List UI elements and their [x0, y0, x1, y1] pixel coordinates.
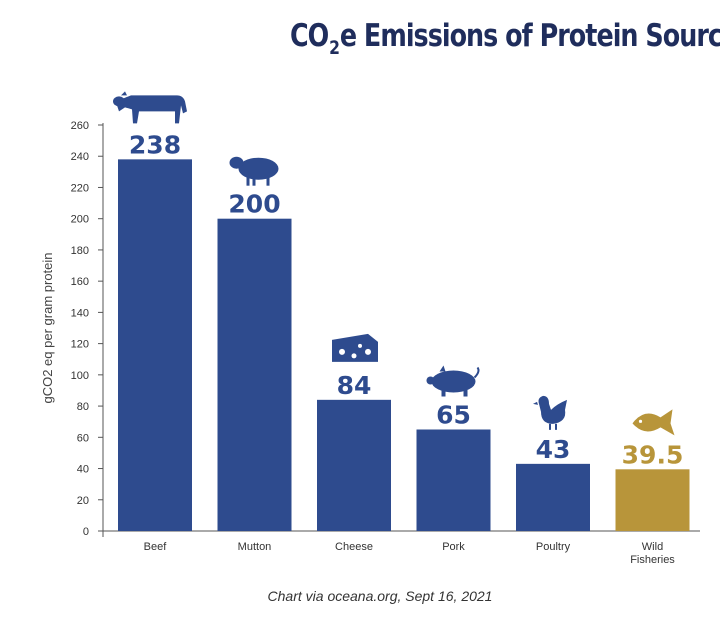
x-tick-label: Cheese — [335, 541, 373, 553]
pig-icon — [426, 365, 480, 397]
bar-pork — [416, 429, 491, 531]
y-axis-label: gCO2 eq per gram protein — [40, 252, 55, 403]
chart-title: CO2e Emissions of Protein Sources — [290, 18, 720, 59]
y-tick-label: 60 — [77, 432, 89, 444]
y-tick-label: 220 — [71, 182, 89, 194]
bar-wild-fisheries — [615, 469, 690, 531]
sheep-icon — [229, 156, 279, 186]
y-tick-label: 40 — [77, 464, 89, 476]
chicken-icon — [533, 395, 567, 430]
y-tick-label: 160 — [71, 276, 89, 288]
cow-icon — [113, 91, 187, 124]
y-tick-label: 20 — [77, 495, 89, 507]
y-tick-label: 240 — [71, 151, 89, 163]
x-tick-label: Fisheries — [630, 554, 675, 566]
bar-value-label: 200 — [228, 190, 280, 219]
bar-value-label: 65 — [436, 401, 471, 430]
y-tick-label: 100 — [71, 370, 89, 382]
x-tick-label: Pork — [442, 541, 465, 553]
bar-value-label: 39.5 — [622, 440, 684, 469]
chart-credit: Chart via oceana.org, Sept 16, 2021 — [267, 588, 493, 604]
y-tick-label: 0 — [83, 526, 89, 538]
bar-cheese — [317, 399, 391, 531]
x-tick-label: Wild — [642, 541, 663, 553]
y-tick-label: 80 — [77, 401, 89, 413]
bar-poultry — [516, 463, 590, 531]
y-tick-label: 140 — [71, 307, 89, 319]
bar-value-label: 43 — [536, 435, 571, 464]
bar-beef — [118, 159, 192, 531]
y-tick-label: 200 — [71, 214, 89, 226]
bar-value-label: 84 — [337, 371, 372, 400]
cheese-icon — [332, 333, 378, 362]
x-tick-label: Poultry — [536, 541, 571, 553]
x-tick-label: Beef — [144, 541, 168, 553]
y-tick-label: 260 — [71, 120, 89, 132]
bar-mutton — [217, 218, 292, 531]
bar-value-label: 238 — [129, 130, 181, 159]
y-tick-label: 180 — [71, 245, 89, 257]
y-tick-label: 120 — [71, 339, 89, 351]
fish-icon — [632, 409, 675, 436]
x-tick-label: Mutton — [238, 541, 272, 553]
